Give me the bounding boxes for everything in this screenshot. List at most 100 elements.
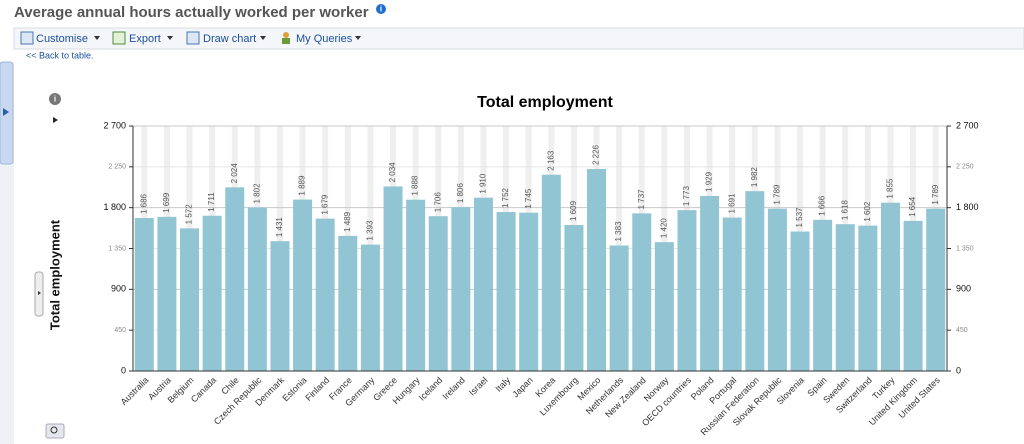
value-label: 1 982 <box>750 167 759 188</box>
value-label: 2 024 <box>230 163 239 184</box>
value-label: 2 163 <box>546 150 555 171</box>
info-icon[interactable] <box>376 4 386 14</box>
back-link[interactable]: << Back to table. <box>26 50 94 60</box>
queries-icon <box>283 32 289 38</box>
y2-tick-label: 2 250 <box>956 164 974 171</box>
bar <box>745 191 765 371</box>
value-label: 1 654 <box>908 196 917 217</box>
toolbar <box>13 27 1024 50</box>
value-label: 1 699 <box>162 192 171 213</box>
dropdown-arrow[interactable] <box>94 36 100 40</box>
page-title: Average annual hours actually worked per… <box>14 4 369 21</box>
value-label: 1 393 <box>366 220 375 241</box>
y-tick-label: 0 <box>121 365 126 375</box>
bar <box>903 220 923 371</box>
bar <box>496 212 516 371</box>
value-label: 1 679 <box>320 194 329 215</box>
value-label: 1 929 <box>705 171 714 192</box>
bar <box>587 169 607 371</box>
chart-info-icon[interactable] <box>49 93 61 105</box>
bar <box>180 228 200 371</box>
info-icon-glyph: i <box>380 5 382 14</box>
y2-tick-label: 2 700 <box>956 120 979 130</box>
value-label: 1 745 <box>524 188 533 209</box>
toolbar-my-queries[interactable]: My Queries <box>296 33 353 45</box>
bar <box>564 224 584 371</box>
value-label: 1 602 <box>863 201 872 222</box>
value-label: 1 889 <box>298 175 307 196</box>
bar <box>473 197 493 371</box>
queries-icon-body <box>282 38 290 44</box>
value-label: 1 789 <box>773 184 782 205</box>
value-label: 1 706 <box>433 192 442 213</box>
y-tick-label: 2 700 <box>103 120 126 130</box>
value-label: 1 752 <box>501 187 510 208</box>
bar <box>609 245 629 371</box>
bar <box>315 218 335 371</box>
bar <box>451 207 471 371</box>
value-label: 2 226 <box>592 144 601 165</box>
zoom-button[interactable] <box>45 423 65 439</box>
bar <box>293 199 313 371</box>
bar <box>406 199 426 371</box>
bar <box>428 216 448 371</box>
side-panel-arrow[interactable] <box>3 108 9 116</box>
y-tick-label: 1 800 <box>103 202 126 212</box>
y-tick-label: 450 <box>114 327 126 334</box>
bar <box>360 244 380 371</box>
bar <box>835 224 855 371</box>
bar <box>654 242 674 371</box>
bar <box>225 187 245 371</box>
y-tick-label: 1 350 <box>108 245 126 252</box>
value-label: 1 537 <box>795 207 804 228</box>
chart-title: Total employment <box>477 94 613 111</box>
y2-tick-label: 0 <box>956 365 961 375</box>
chart-icon <box>186 31 200 45</box>
y2-tick-label: 450 <box>956 327 968 334</box>
value-label: 1 686 <box>139 193 148 214</box>
bar <box>134 218 154 371</box>
bar <box>202 215 222 371</box>
expand-arrow[interactable] <box>53 117 58 123</box>
y-tick-label: 2 250 <box>108 164 126 171</box>
bar <box>541 174 561 371</box>
value-label: 1 383 <box>614 221 623 242</box>
value-label: 1 773 <box>682 186 691 207</box>
value-label: 1 737 <box>637 189 646 210</box>
value-label: 1 666 <box>818 195 827 216</box>
bar <box>767 208 787 371</box>
bar <box>813 219 833 371</box>
toolbar-draw-chart[interactable]: Draw chart <box>203 33 256 45</box>
bar <box>632 213 652 371</box>
value-label: 2 034 <box>388 162 397 183</box>
dropdown-arrow[interactable] <box>355 36 361 40</box>
bar <box>858 225 878 371</box>
value-label: 1 711 <box>207 192 216 212</box>
bar <box>383 186 403 371</box>
value-label: 1 609 <box>569 200 578 221</box>
bar <box>880 202 900 371</box>
bar <box>270 241 290 371</box>
value-label: 1 489 <box>343 211 352 232</box>
collapse-handle-arrow <box>38 291 41 295</box>
bar <box>677 210 697 371</box>
toolbar-customise[interactable]: Customise <box>36 33 88 45</box>
bar <box>722 217 742 371</box>
toolbar-export[interactable]: Export <box>129 33 161 45</box>
zoom-icon <box>50 426 58 434</box>
value-label: 1 431 <box>275 217 284 238</box>
value-label: 1 910 <box>479 173 488 194</box>
value-label: 1 572 <box>185 204 194 225</box>
bar <box>700 195 720 371</box>
bar <box>247 207 267 371</box>
dropdown-arrow[interactable] <box>260 36 266 40</box>
chart-info-glyph: i <box>54 95 56 104</box>
y-tick-label: 900 <box>111 284 126 294</box>
value-label: 1 420 <box>659 218 668 239</box>
value-label: 1 618 <box>840 200 849 221</box>
bar <box>157 216 177 371</box>
bar <box>926 208 946 371</box>
value-label: 1 789 <box>931 184 940 205</box>
dropdown-arrow[interactable] <box>167 36 173 40</box>
